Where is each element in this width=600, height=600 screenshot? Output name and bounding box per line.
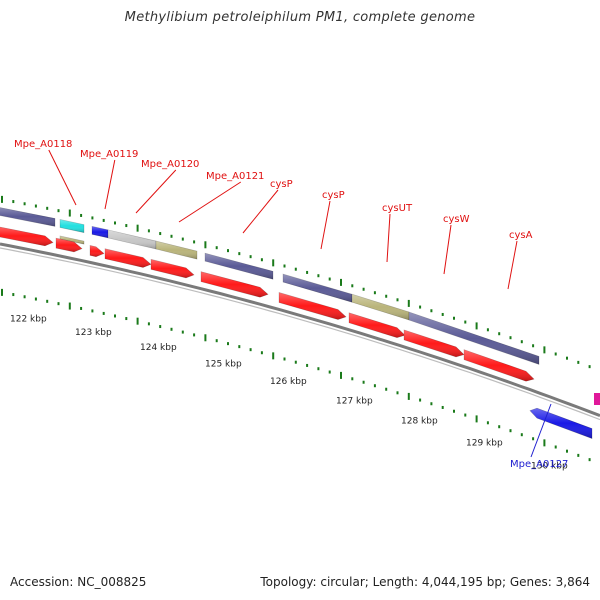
- cds-arrow-5-shade: [201, 271, 268, 298]
- backbone-line: [0, 242, 600, 418]
- gene-leader-0: [48, 149, 77, 206]
- gene-label-8: cysA: [509, 230, 533, 241]
- cds-arrow-0-shade: [0, 227, 53, 246]
- rev-gene-leader-0: [530, 403, 552, 458]
- reverse-cds-arrow-shade: [530, 408, 592, 439]
- kbp-label: 122 kbp: [10, 314, 47, 324]
- rev-gene-label-0: Mpe_A0127: [510, 459, 568, 470]
- kbp-tick-track: [1, 288, 591, 462]
- kbp-label: 125 kbp: [205, 359, 242, 369]
- gene-label-0: Mpe_A0118: [14, 139, 72, 150]
- cog-block-3-shade: [108, 229, 156, 250]
- cds-arrow-3-shade: [105, 248, 151, 268]
- cds-arrow-9-shade: [464, 349, 534, 382]
- gene-leader-3: [178, 181, 242, 223]
- cog-block-0-shade: [0, 207, 55, 227]
- gene-labels: 122 kbp 123 kbp 124 kbp 125 kbp 126 kbp 127 k…: [10, 139, 568, 472]
- kbp-label: 126 kbp: [270, 377, 307, 387]
- reverse-cds-track: [529, 393, 600, 439]
- kbp-label: 130 kbp: [531, 462, 568, 472]
- cds-arrow-8-shade: [404, 329, 464, 357]
- map-title: Methylibium petroleiphilum PM1, complete…: [124, 10, 476, 25]
- topology-text: Topology: circular; Length: 4,044,195 bp…: [260, 575, 590, 589]
- gene-label-5: cysP: [322, 190, 345, 201]
- cog-block-6-shade: [283, 274, 352, 303]
- cds-arrow-7-shade: [349, 312, 405, 338]
- backbone-shadow: [0, 247, 600, 421]
- backbone: [0, 242, 600, 421]
- kbp-label: 124 kbp: [140, 343, 177, 353]
- kbp-label: 128 kbp: [401, 417, 438, 427]
- cds-arrow-2-shade: [90, 245, 104, 257]
- kbp-label: 127 kbp: [336, 396, 373, 406]
- gene-label-2: Mpe_A0120: [141, 159, 199, 170]
- accession-text: Accession: NC_008825: [10, 575, 147, 589]
- gene-leader-5: [320, 200, 331, 250]
- cog-block-2-shade: [92, 226, 108, 238]
- cog-block-5-shade: [205, 253, 273, 280]
- cog-block-7-shade: [352, 294, 409, 320]
- gene-label-1: Mpe_A0119: [80, 149, 138, 160]
- gene-label-4: cysP: [270, 179, 293, 190]
- label-leaders: [48, 149, 552, 458]
- cog-block-8-shade: [409, 311, 539, 365]
- cds-arrow-1-shade: [56, 238, 82, 252]
- neighbor-cds-stub: [594, 393, 600, 405]
- cds-arrow-4-shade: [151, 259, 194, 278]
- cds-track: [0, 226, 535, 382]
- gene-label-7: cysW: [443, 214, 470, 225]
- gene-leader-1: [104, 159, 116, 210]
- gene-leader-6: [386, 213, 391, 263]
- gene-leader-2: [135, 169, 177, 214]
- cog-block-4-shade: [156, 241, 197, 260]
- gene-label-3: Mpe_A0121: [206, 171, 264, 182]
- gene-leader-8: [507, 240, 518, 290]
- cog-block-1-shade: [60, 219, 84, 233]
- kbp-label: 129 kbp: [466, 438, 503, 448]
- cds-arrow-6-shade: [279, 292, 346, 320]
- cog-track: [0, 207, 540, 365]
- gene-leader-4: [242, 189, 279, 234]
- gene-leader-7: [443, 224, 452, 275]
- outer-tick-track: [1, 195, 591, 369]
- gene-label-6: cysUT: [382, 203, 413, 214]
- cog-block-small-shade: [60, 235, 84, 245]
- kbp-label: 123 kbp: [75, 328, 112, 338]
